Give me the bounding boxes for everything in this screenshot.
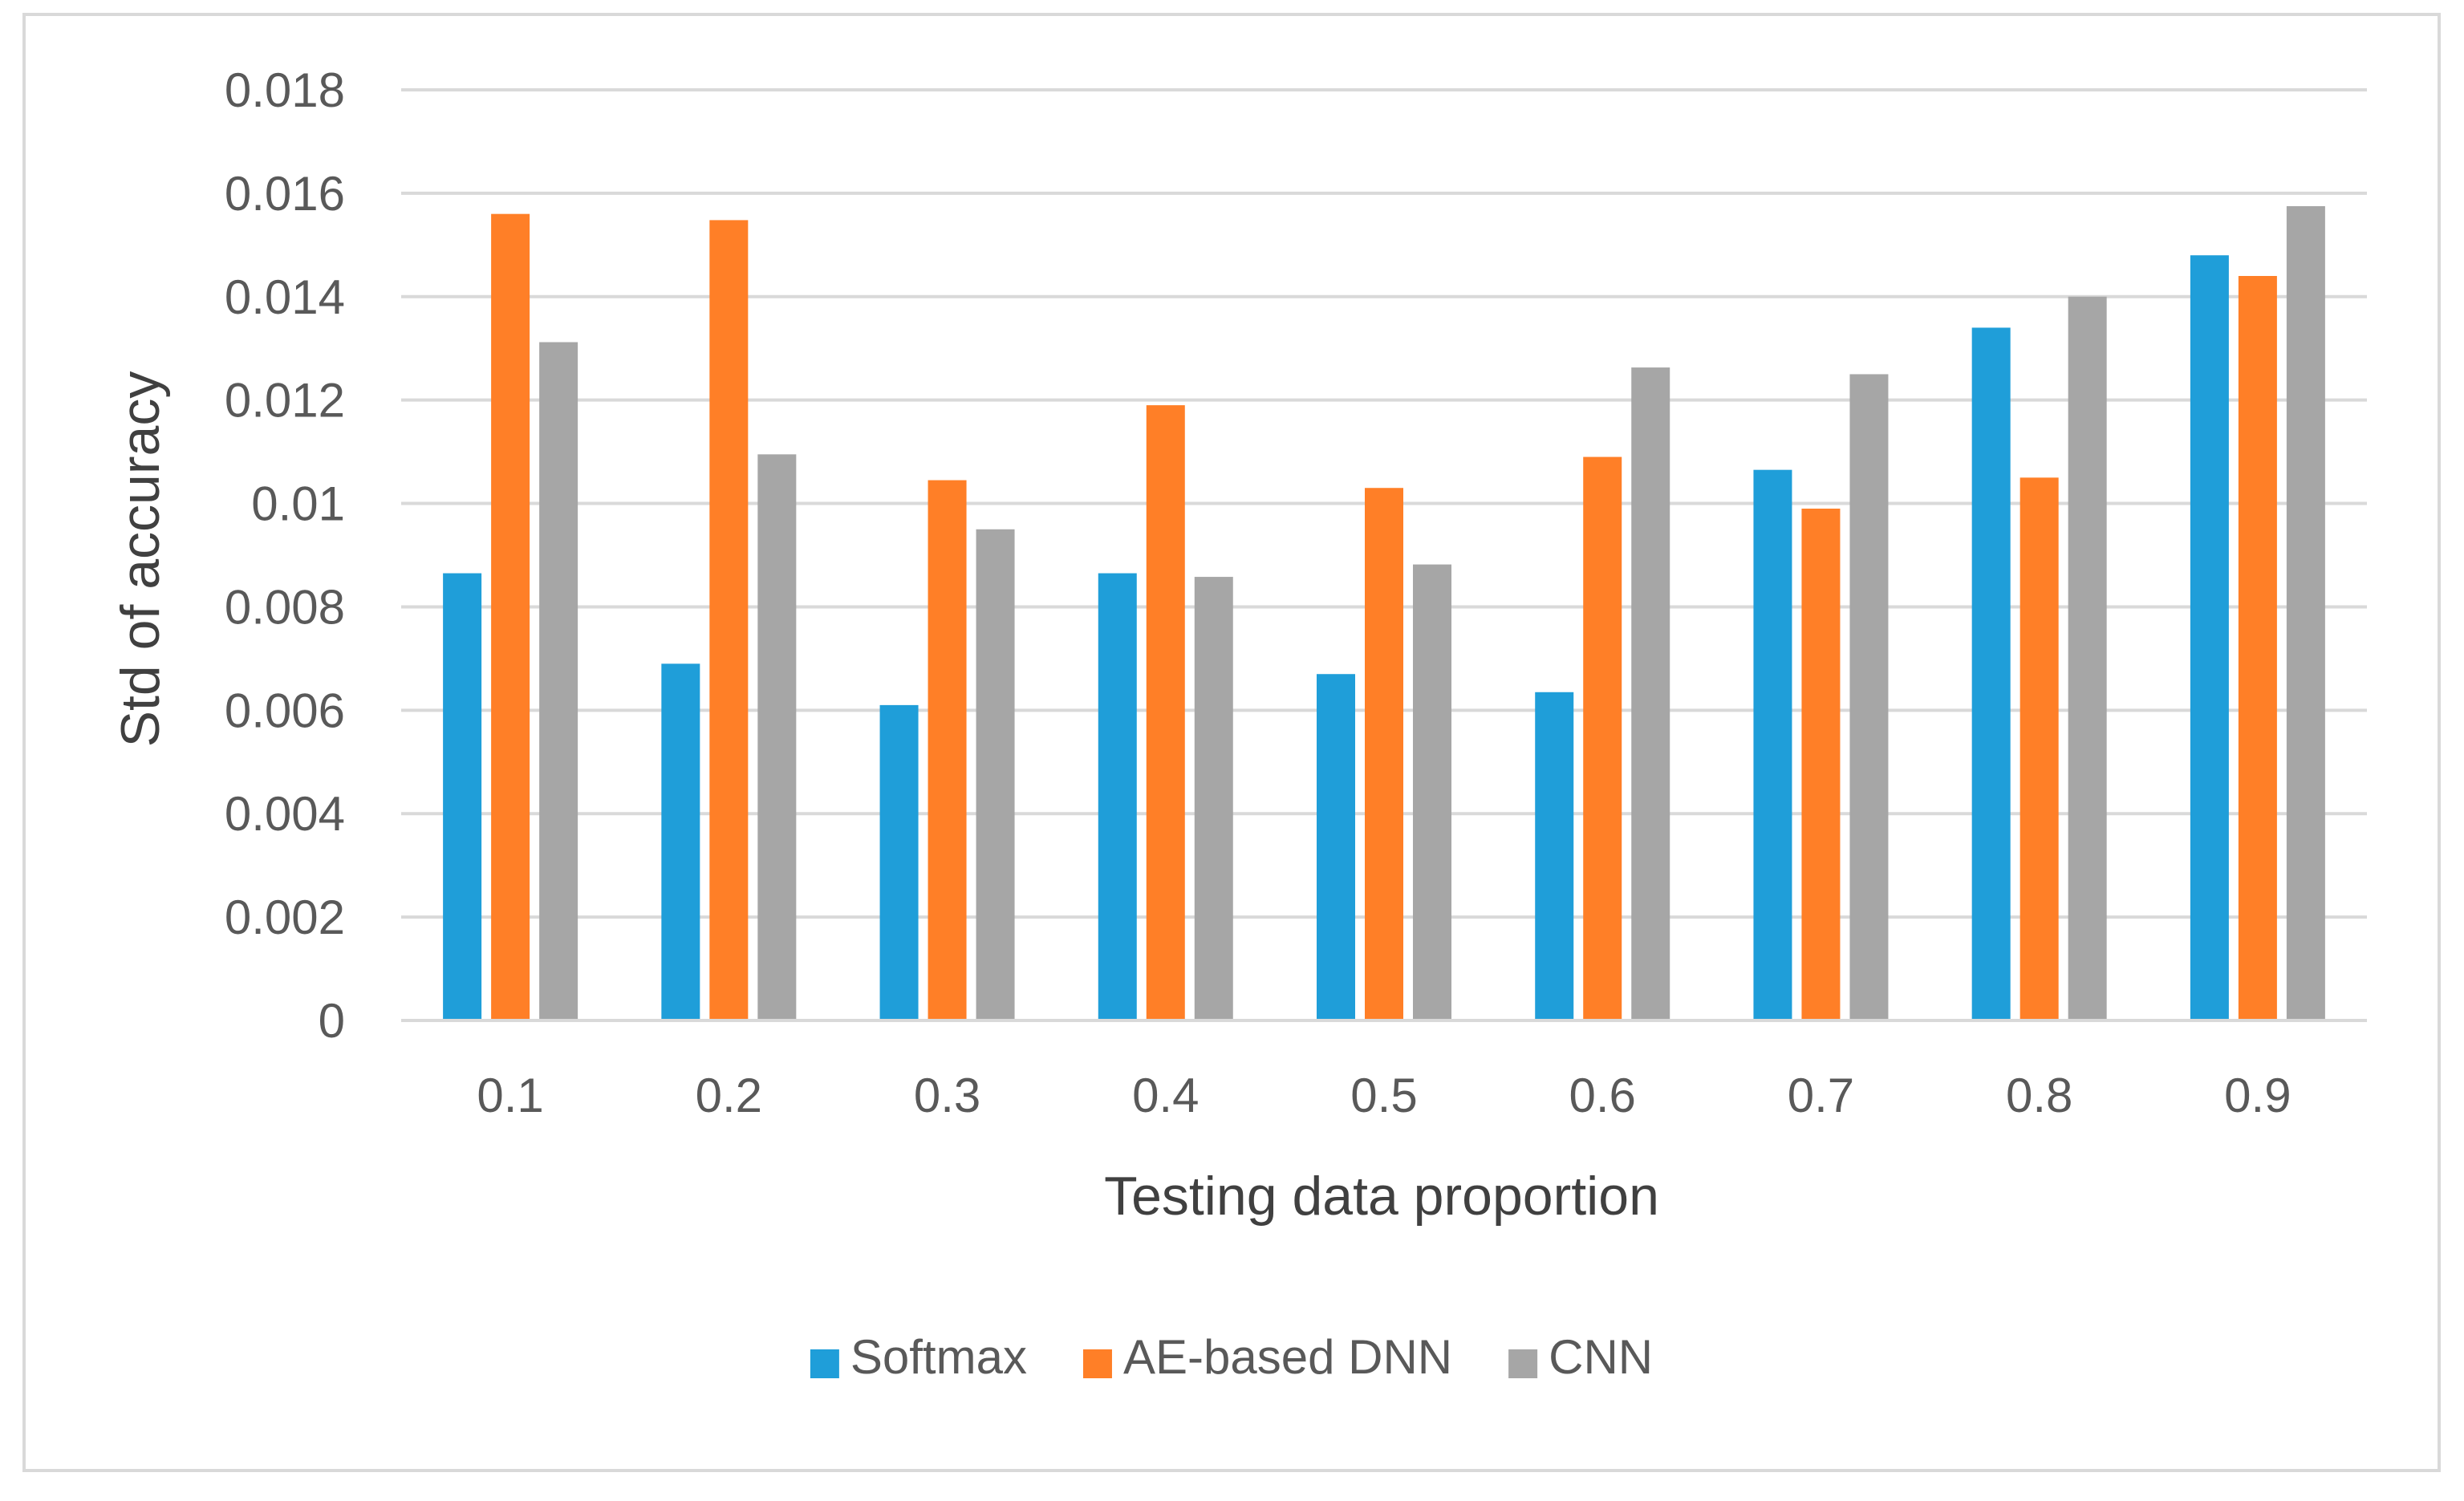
x-tick-label: 0.3 (914, 1069, 980, 1122)
x-tick-label: 0.8 (2006, 1069, 2072, 1122)
legend-swatch (1508, 1349, 1538, 1378)
y-tick-label: 0.01 (251, 477, 345, 531)
x-tick-label: 0.6 (1569, 1069, 1636, 1122)
bar-ae-based-dnn-0.9 (2238, 276, 2277, 1020)
x-tick-label: 0.9 (2224, 1069, 2291, 1122)
bar-softmax-0.8 (1971, 327, 2011, 1020)
legend-item-softmax: Softmax (810, 1330, 1027, 1384)
bar-cnn-0.2 (757, 454, 797, 1020)
bar-softmax-0.6 (1535, 692, 1574, 1020)
legend-label: Softmax (850, 1330, 1027, 1384)
bar-ae-based-dnn-0.6 (1583, 456, 1622, 1020)
y-tick-label: 0.016 (225, 167, 345, 221)
y-tick-label: 0.002 (225, 890, 345, 944)
bar-ae-based-dnn-0.3 (928, 480, 967, 1020)
bar-softmax-0.3 (879, 704, 919, 1020)
y-tick-label: 0.012 (225, 374, 345, 428)
bar-ae-based-dnn-0.5 (1365, 488, 1403, 1020)
x-axis-title: Testing data proportion (1104, 1166, 1659, 1227)
x-tick-label: 0.7 (1788, 1069, 1854, 1122)
x-tick-label: 0.1 (477, 1069, 543, 1122)
legend-label: AE-based DNN (1123, 1330, 1452, 1384)
x-tick-label: 0.2 (696, 1069, 762, 1122)
legend-swatch (1082, 1349, 1112, 1378)
y-axis-title: Std of accuracy (110, 371, 171, 748)
bar-ae-based-dnn-0.4 (1146, 405, 1185, 1021)
legend: Softmax AE-based DNN CNN (810, 1330, 1653, 1384)
bar-ae-based-dnn-0.8 (2020, 477, 2059, 1020)
bar-cnn-0.9 (2286, 206, 2325, 1020)
legend-item-cnn: CNN (1508, 1330, 1653, 1384)
legend-label: CNN (1549, 1330, 1653, 1384)
bar-cnn-0.6 (1631, 367, 1670, 1021)
x-tick-label: 0.5 (1350, 1069, 1417, 1122)
bar-cnn-0.5 (1413, 564, 1451, 1020)
bar-softmax-0.7 (1753, 469, 1792, 1020)
x-tick-label: 0.4 (1132, 1069, 1199, 1122)
bar-ae-based-dnn-0.7 (1801, 509, 1841, 1020)
legend-item-ae-based-dnn: AE-based DNN (1082, 1330, 1452, 1384)
y-tick-label: 0.006 (225, 684, 345, 737)
y-tick-label: 0.014 (225, 270, 345, 324)
y-tick-label: 0 (319, 994, 345, 1048)
bar-ae-based-dnn-0.1 (491, 213, 530, 1021)
bar-softmax-0.1 (443, 573, 482, 1020)
bar-cnn-0.1 (539, 342, 578, 1020)
bar-cnn-0.4 (1194, 577, 1233, 1020)
legend-swatch (810, 1349, 839, 1378)
bar-cnn-0.8 (2068, 296, 2107, 1020)
y-tick-label: 0.008 (225, 580, 345, 634)
bar-softmax-0.9 (2190, 255, 2229, 1020)
y-tick-label: 0.004 (225, 787, 345, 841)
bar-cnn-0.7 (1849, 374, 1889, 1020)
bar-softmax-0.2 (661, 663, 700, 1020)
bar-softmax-0.4 (1098, 573, 1137, 1020)
bar-cnn-0.3 (976, 529, 1015, 1020)
y-axis-ticks: 0 0.002 0.004 0.006 0.008 0.01 0.012 0.014 0.016… (225, 63, 345, 1048)
bars (443, 206, 2325, 1021)
y-tick-label: 0.018 (225, 63, 345, 117)
bar-softmax-0.5 (1317, 674, 1355, 1020)
bar-ae-based-dnn-0.2 (709, 220, 749, 1020)
x-axis-ticks: 0.1 0.2 0.3 0.4 0.5 0.6 0.7 0.8 0.9 (477, 1069, 2291, 1122)
